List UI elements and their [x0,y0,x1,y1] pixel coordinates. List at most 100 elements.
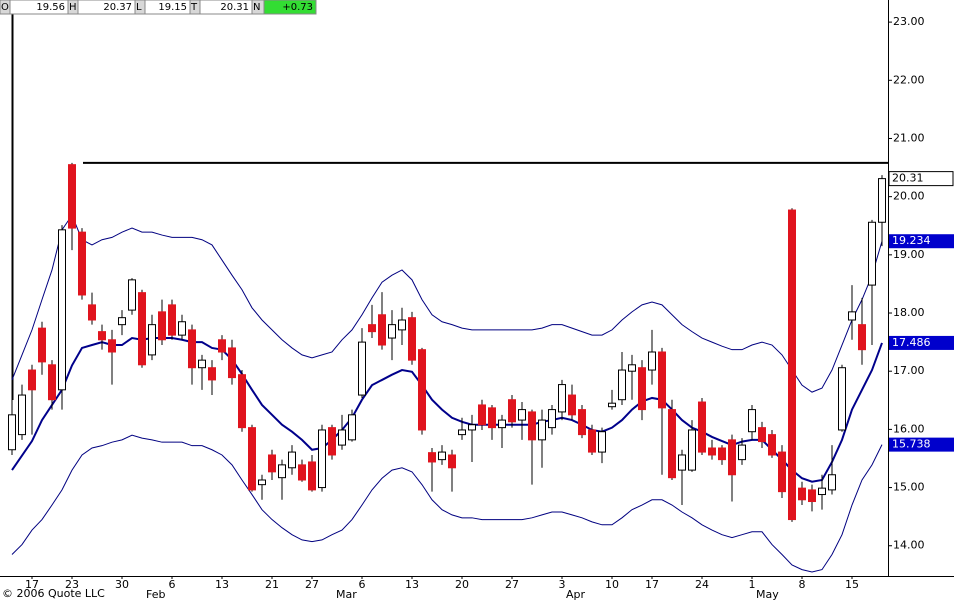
candle-body [128,279,136,311]
header-value: 19.15 [158,2,187,13]
candle-body [758,427,766,443]
candle-body [498,419,506,429]
y-tick-label: 16.00 [893,422,925,435]
candle-body [438,451,446,461]
candle-body [238,374,246,429]
candle-body [28,369,36,391]
candle-body [368,324,376,333]
candle-body [298,464,306,481]
candle-body [508,399,516,423]
candle-body [178,321,186,336]
candle-body [648,351,656,371]
candle-body [628,364,636,372]
y-tick-label: 15.00 [893,481,925,494]
candle-body [778,451,786,493]
x-tick-label: 21 [265,578,279,591]
header-key: H [69,2,77,13]
x-tick-label: 8 [799,578,806,591]
x-tick-label: 3 [559,578,566,591]
y-tick-label: 19.00 [893,248,925,261]
header-key: T [190,2,198,13]
candle-body [278,464,286,479]
candle-body [38,327,46,363]
x-tick-label: 6 [359,578,366,591]
candle-body [548,409,556,429]
y-tick-label: 14.00 [893,539,925,552]
x-tick-label: 1 [749,578,756,591]
x-tick-label: 23 [65,578,79,591]
candle-body [268,454,276,473]
candle-body [608,402,616,408]
candle-body [188,329,196,369]
month-label: May [756,588,779,600]
candle-body [588,429,596,453]
candle-body [58,229,66,391]
x-tick-label: 13 [215,578,229,591]
x-tick-label: 30 [115,578,129,591]
y-tick-label: 22.00 [893,73,925,86]
candle-body [248,427,256,491]
candle-body [138,292,146,366]
x-tick-label: 17 [25,578,39,591]
band-label: 19.234 [892,234,931,247]
candle-body [578,409,586,436]
candle-body [168,304,176,336]
last-price-badge [888,171,954,187]
x-tick-label: 17 [645,578,659,591]
band-badge [889,234,954,249]
y-tick-label: 20.00 [893,190,925,203]
plot-area [8,161,888,573]
candle-body [308,461,316,491]
month-label: Mar [336,588,357,600]
x-tick-label: 15 [845,578,859,591]
x-tick-label: 6 [169,578,176,591]
band-line [11,336,883,483]
candle-body [768,434,776,456]
candle-body [558,384,566,413]
candle-body [108,339,116,353]
candle-body [598,431,606,453]
candle-body [48,364,56,401]
header-value: 20.37 [103,2,132,13]
candle-body [18,394,26,436]
candle-body [518,409,526,421]
candle-body [678,454,686,471]
candle-body [408,317,416,361]
y-tick-label: 17.00 [893,364,925,377]
candle-body [858,324,866,351]
month-label: Apr [566,588,586,600]
header-value-box [263,0,317,15]
month-label: Feb [146,588,165,600]
copyright: © 2006 Quote LLC [2,587,105,600]
candle-body [718,447,726,461]
x-tick-label: 27 [505,578,519,591]
candle-body [8,414,16,451]
candle-body [218,339,226,353]
last-price-label: 20.31 [892,172,924,185]
band-label: 17.486 [892,336,931,349]
candle-body [688,429,696,471]
band-label: 15.738 [892,438,931,451]
y-tick-label: 21.00 [893,131,925,144]
candle-body [568,394,576,416]
candle-body [828,474,836,491]
candle-body [848,311,856,321]
candle-body [488,407,496,429]
header-key: O [1,2,9,13]
candle-body [838,367,846,431]
candle-body [528,411,536,441]
y-tick-label: 18.00 [893,306,925,319]
candle-body [468,424,476,431]
x-tick-label: 20 [455,578,469,591]
candle-body [748,409,756,433]
candle-body [78,231,86,296]
quote-header: O 19.56 H 20.37 L 19.15 T 20.31 N +0.73 [0,0,317,15]
candle-body [358,341,366,396]
candle-body [348,414,356,441]
header-value: +0.73 [282,2,313,13]
header-value: 20.31 [220,2,249,13]
candle-body [258,479,266,486]
candle-body [808,489,816,503]
x-tick-label: 13 [405,578,419,591]
